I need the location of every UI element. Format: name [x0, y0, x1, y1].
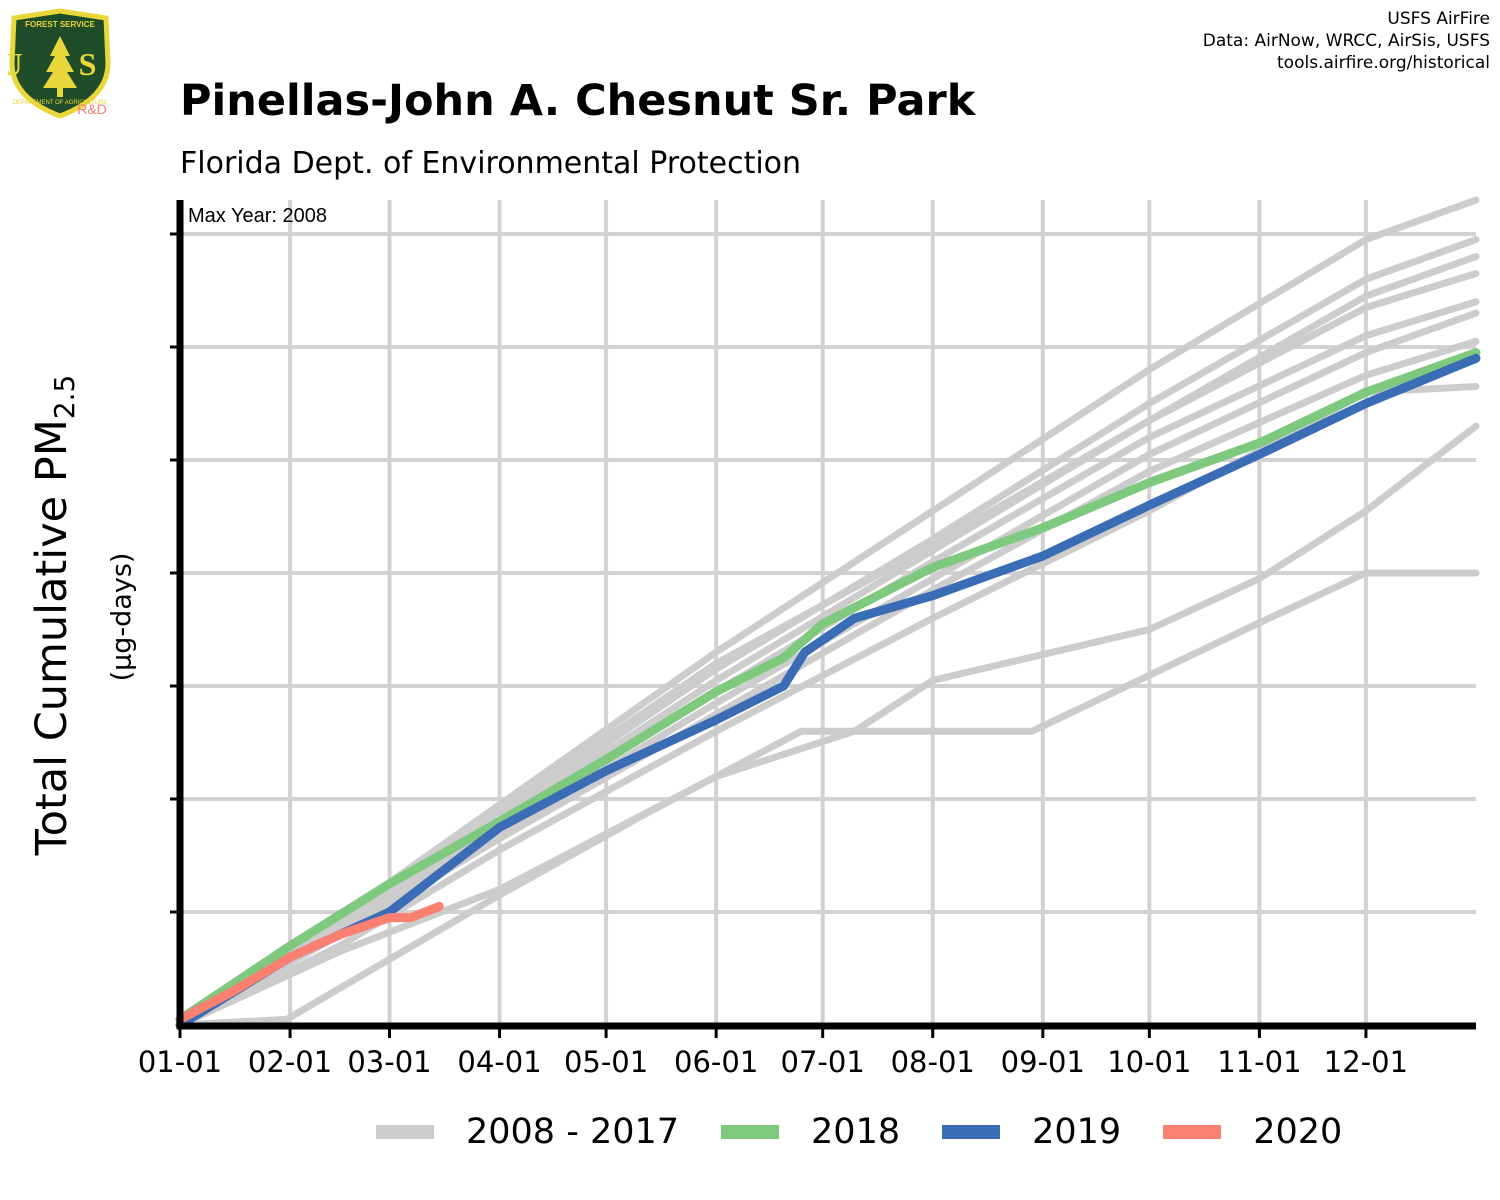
series-line-2008-2017-7	[176, 383, 1480, 1029]
tree-icon	[43, 36, 77, 88]
max-year-annotation: Max Year: 2008	[188, 205, 327, 227]
svg-text:FOREST SERVICE: FOREST SERVICE	[25, 20, 95, 29]
x-tick-label: 12-01	[1324, 1045, 1408, 1079]
x-tick-label: 08-01	[891, 1045, 975, 1079]
x-tick-label: 05-01	[564, 1045, 648, 1079]
x-tick-label: 11-01	[1217, 1045, 1301, 1079]
credits-line-3: tools.airfire.org/historical	[1277, 53, 1490, 73]
axes	[170, 200, 1476, 1038]
svg-text:DEPARTMENT OF AGRICULTURE: DEPARTMENT OF AGRICULTURE	[13, 100, 108, 106]
legend-label: 2008 - 2017	[466, 1112, 680, 1152]
legend-label: 2020	[1253, 1112, 1343, 1152]
y-axis-label: Total Cumulative PM2.5	[27, 374, 81, 856]
series-line-2008-2017-8	[176, 569, 1480, 1029]
svg-text:U S: U S	[8, 46, 112, 82]
forest-service-logo: FOREST SERVICE U S DEPARTMENT OF AGRICUL…	[0, 8, 112, 120]
x-tick-label: 06-01	[674, 1045, 758, 1079]
legend-item-2019: 2019	[942, 1112, 1121, 1152]
chart-title: Pinellas-John A. Chesnut Sr. Park	[180, 76, 976, 126]
series-line-2019-11	[175, 353, 1481, 1030]
series-line-2008-2017-3	[176, 270, 1480, 1029]
legend-swatch	[1163, 1125, 1222, 1139]
credits: USFS AirFire Data: AirNow, WRCC, AirSis,…	[1203, 8, 1490, 74]
x-tick-label: 10-01	[1107, 1045, 1191, 1079]
credits-line-1: USFS AirFire	[1387, 9, 1490, 29]
x-tick-label: 02-01	[248, 1045, 332, 1079]
legend-label: 2018	[811, 1112, 901, 1152]
series-line-2018-10	[175, 348, 1481, 1024]
series-layer	[175, 196, 1481, 1030]
legend: 2008 - 2017 2018 2019 2020	[376, 1112, 1384, 1152]
x-tick-label: 04-01	[457, 1045, 541, 1079]
rd-badge: R&D	[77, 101, 107, 117]
x-tick-label: 09-01	[1001, 1045, 1085, 1079]
legend-item-2018: 2018	[721, 1112, 900, 1152]
legend-item-2020: 2020	[1163, 1112, 1342, 1152]
legend-item-2008-2017: 2008 - 2017	[376, 1112, 679, 1152]
x-tick-label: 01-01	[138, 1045, 222, 1079]
x-tick-labels: 01-01 02-01 03-01 04-01 05-01 06-01 07-01 08-01…	[138, 1045, 1408, 1079]
chart-subtitle: Florida Dept. of Environmental Protectio…	[180, 146, 802, 181]
legend-swatch	[376, 1125, 434, 1139]
series-line-2020-12	[175, 901, 444, 1024]
legend-swatch	[721, 1125, 780, 1139]
credits-line-2: Data: AirNow, WRCC, AirSis, USFS	[1202, 31, 1490, 51]
x-tick-label: 07-01	[781, 1045, 865, 1079]
legend-label: 2019	[1032, 1112, 1122, 1152]
x-tick-label: 03-01	[347, 1045, 431, 1079]
legend-swatch	[942, 1125, 1001, 1139]
series-line-2008-2017-9	[176, 422, 1480, 1029]
y-axis-units: (µg-days)	[106, 552, 138, 682]
